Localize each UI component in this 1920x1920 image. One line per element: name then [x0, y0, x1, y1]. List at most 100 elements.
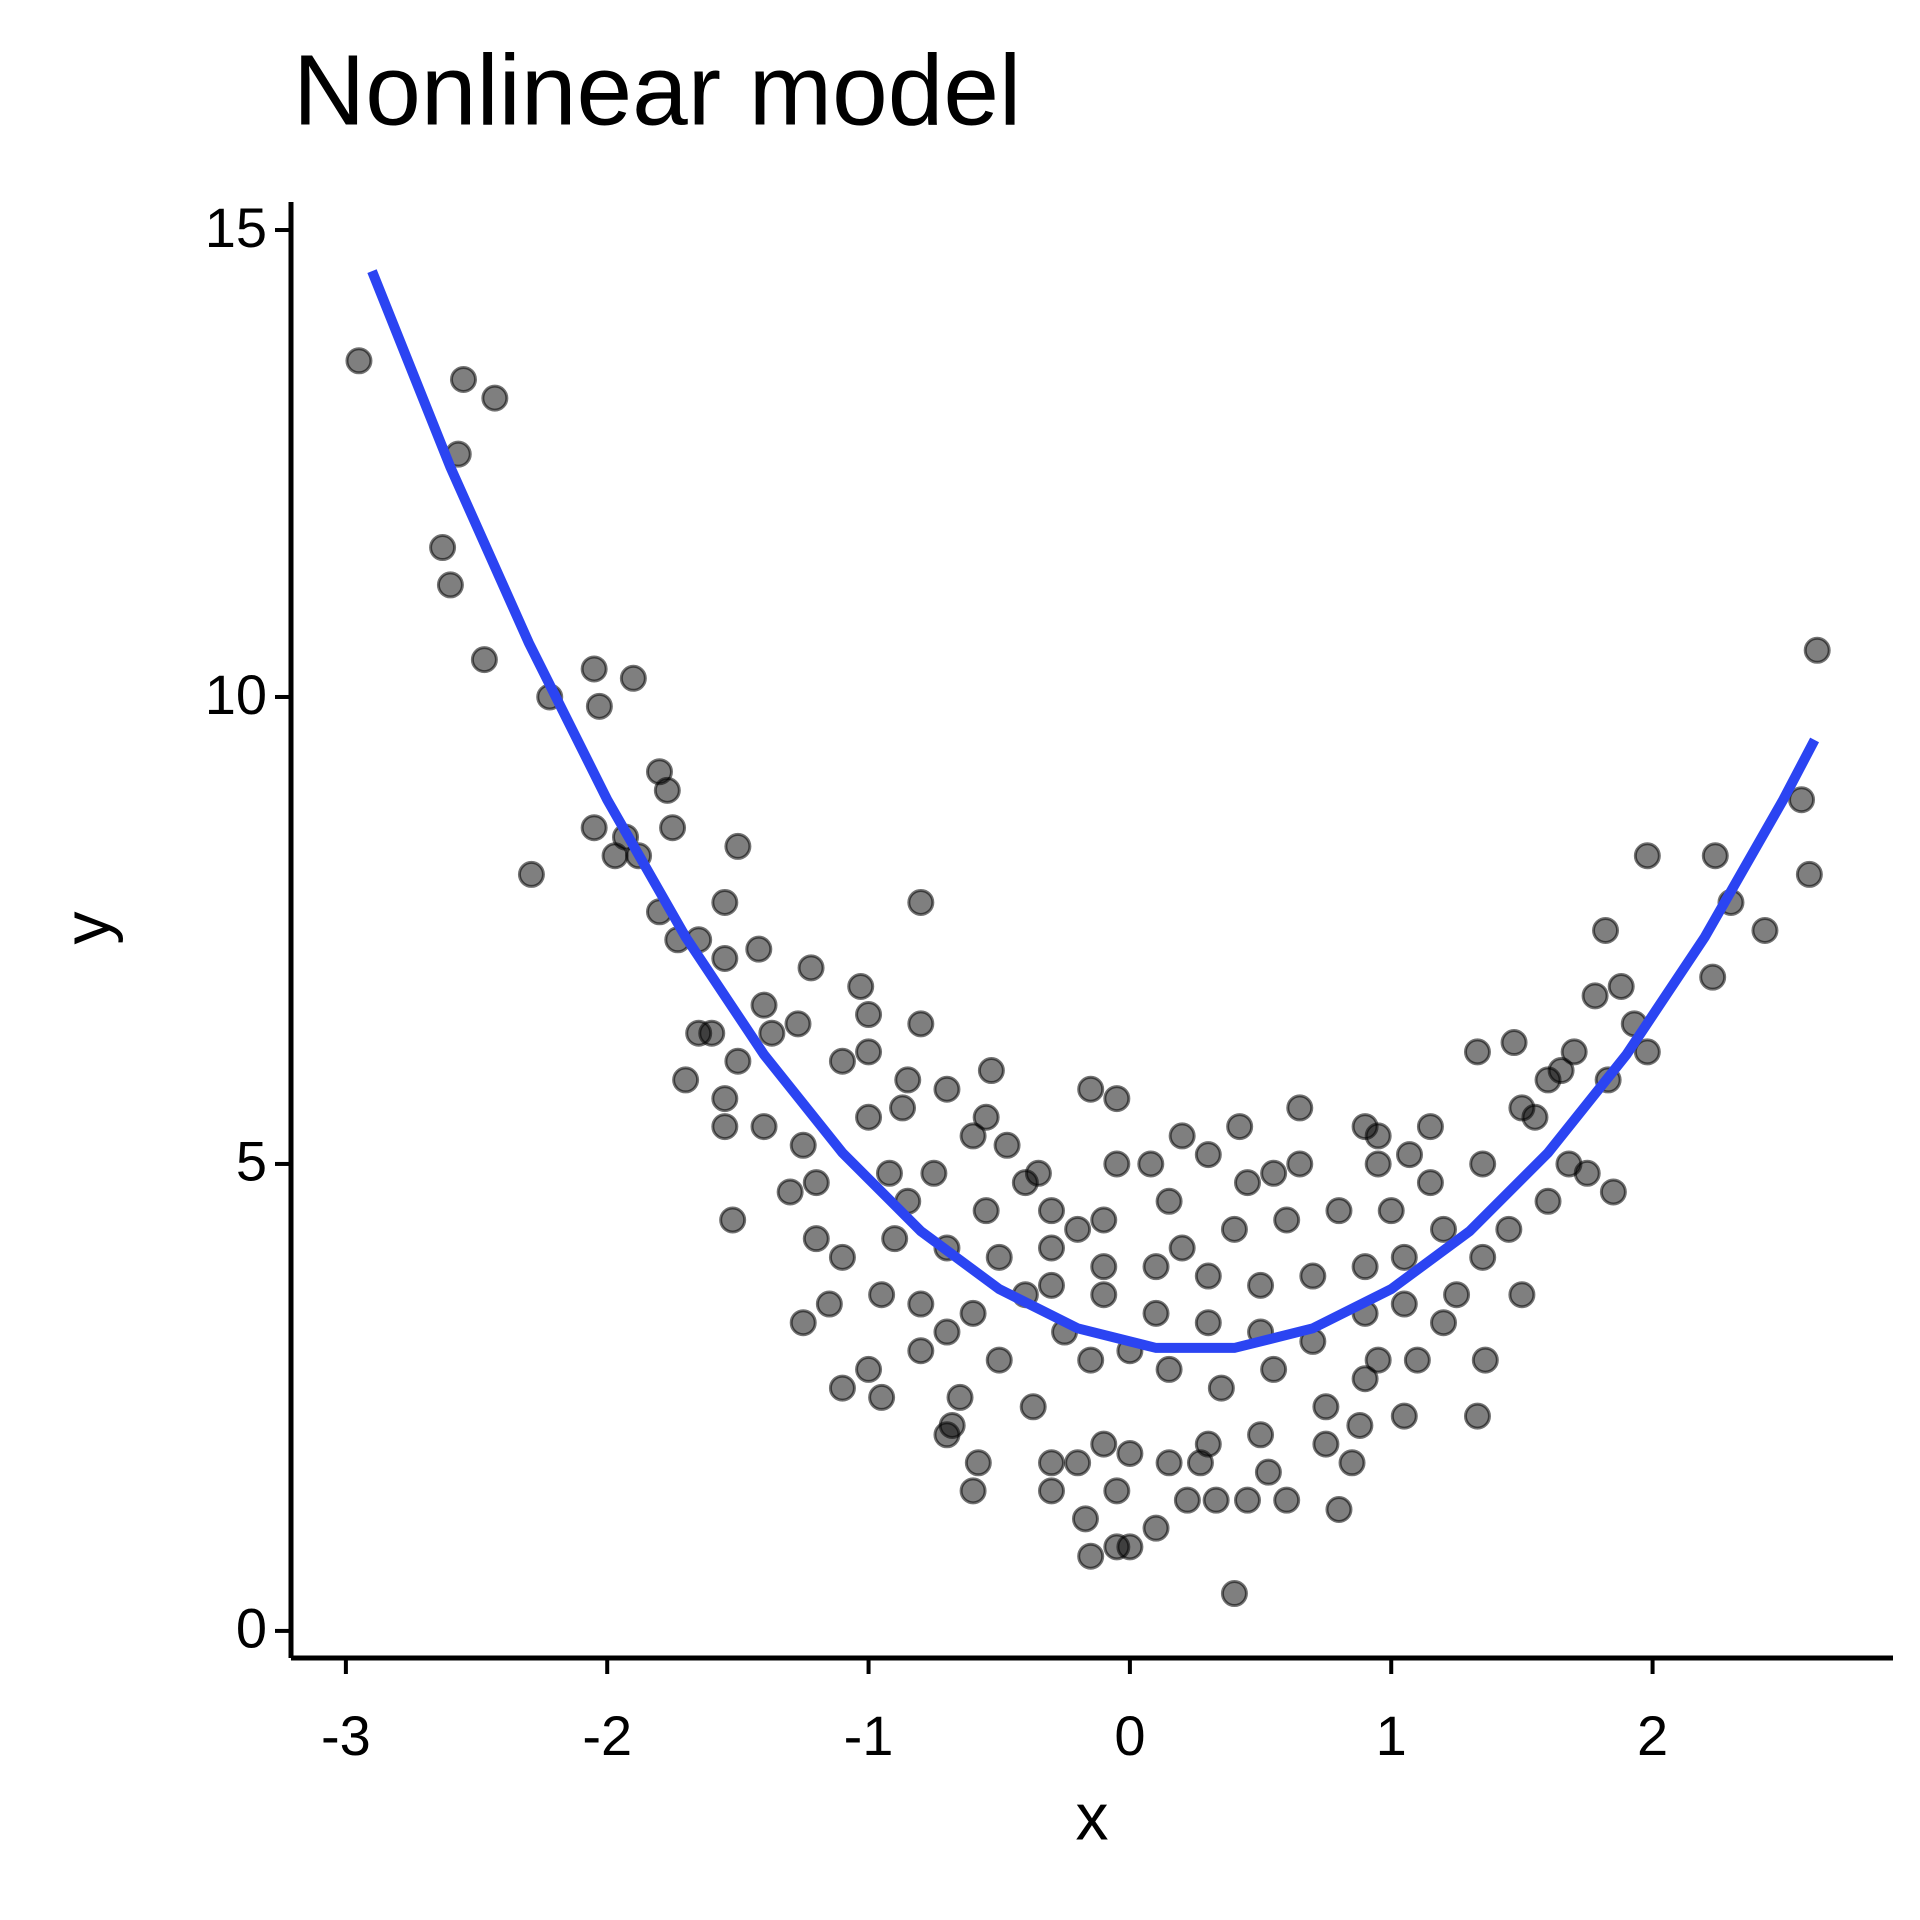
point	[868, 1383, 896, 1411]
point	[1364, 1346, 1392, 1374]
point	[1077, 1542, 1105, 1570]
x-tick-label: -3	[321, 1704, 371, 1767]
point	[481, 384, 509, 412]
point	[1077, 1346, 1105, 1374]
x-tick-label: 2	[1637, 1704, 1668, 1767]
point	[1064, 1449, 1092, 1477]
point	[1521, 1103, 1549, 1131]
point	[1273, 1206, 1301, 1234]
point	[619, 664, 647, 692]
point	[1220, 1580, 1248, 1608]
point	[1701, 842, 1729, 870]
point	[1403, 1346, 1431, 1374]
point	[1599, 1178, 1627, 1206]
point	[1534, 1187, 1562, 1215]
point	[1090, 1206, 1118, 1234]
point	[470, 646, 498, 674]
point	[933, 1318, 961, 1346]
point	[907, 1010, 935, 1038]
point	[1788, 786, 1816, 814]
point	[1581, 982, 1609, 1010]
point	[345, 347, 373, 375]
point	[855, 1001, 883, 1029]
point	[875, 1159, 903, 1187]
x-tick-label: -2	[582, 1704, 632, 1767]
point	[724, 1047, 752, 1075]
point	[719, 1206, 747, 1234]
point	[972, 1197, 1000, 1225]
point	[1508, 1281, 1536, 1309]
point	[1168, 1122, 1196, 1150]
point	[784, 1010, 812, 1038]
point	[959, 1299, 987, 1327]
x-axis-label: x	[1076, 1779, 1109, 1853]
point	[828, 1243, 856, 1271]
point	[1325, 1496, 1353, 1524]
point	[672, 1066, 700, 1094]
point	[758, 1019, 786, 1047]
point	[1364, 1122, 1392, 1150]
point	[1495, 1215, 1523, 1243]
point	[1037, 1234, 1065, 1262]
point	[894, 1066, 922, 1094]
point	[881, 1225, 909, 1253]
point	[789, 1309, 817, 1337]
point	[972, 1103, 1000, 1131]
point	[959, 1122, 987, 1150]
point	[1090, 1253, 1118, 1281]
point	[855, 1103, 883, 1131]
point	[964, 1449, 992, 1477]
point	[1463, 1402, 1491, 1430]
point	[855, 1355, 883, 1383]
point	[1803, 636, 1831, 664]
point	[1471, 1346, 1499, 1374]
point	[436, 571, 464, 599]
point	[868, 1281, 896, 1309]
point	[1795, 860, 1823, 888]
point	[802, 1225, 830, 1253]
point	[1312, 1393, 1340, 1421]
point	[1443, 1281, 1471, 1309]
point	[933, 1075, 961, 1103]
point	[1103, 1150, 1131, 1178]
point	[1390, 1290, 1418, 1318]
point	[1396, 1141, 1424, 1169]
point	[1751, 916, 1779, 944]
point	[517, 860, 545, 888]
point	[745, 935, 773, 963]
point	[776, 1178, 804, 1206]
point	[985, 1243, 1013, 1271]
point	[1555, 1150, 1583, 1178]
point	[1469, 1150, 1497, 1178]
point	[1194, 1309, 1222, 1337]
point	[1469, 1243, 1497, 1271]
point	[1194, 1141, 1222, 1169]
point	[1377, 1197, 1405, 1225]
point	[711, 888, 739, 916]
point	[828, 1374, 856, 1402]
point	[1173, 1486, 1201, 1514]
point	[1071, 1505, 1099, 1533]
point	[1325, 1197, 1353, 1225]
point	[1312, 1430, 1340, 1458]
point	[920, 1159, 948, 1187]
point	[1155, 1449, 1183, 1477]
point	[1254, 1458, 1282, 1486]
point	[1390, 1402, 1418, 1430]
point	[1416, 1169, 1444, 1197]
point	[789, 1131, 817, 1159]
point	[1429, 1309, 1457, 1337]
point	[1103, 1477, 1131, 1505]
point	[711, 1085, 739, 1113]
point	[698, 1019, 726, 1047]
point	[724, 832, 752, 860]
point	[1247, 1271, 1275, 1299]
x-tick-label: 0	[1114, 1704, 1145, 1767]
point	[1037, 1197, 1065, 1225]
point	[993, 1131, 1021, 1159]
point	[1037, 1477, 1065, 1505]
point	[580, 655, 608, 683]
point	[1260, 1355, 1288, 1383]
point	[653, 776, 681, 804]
